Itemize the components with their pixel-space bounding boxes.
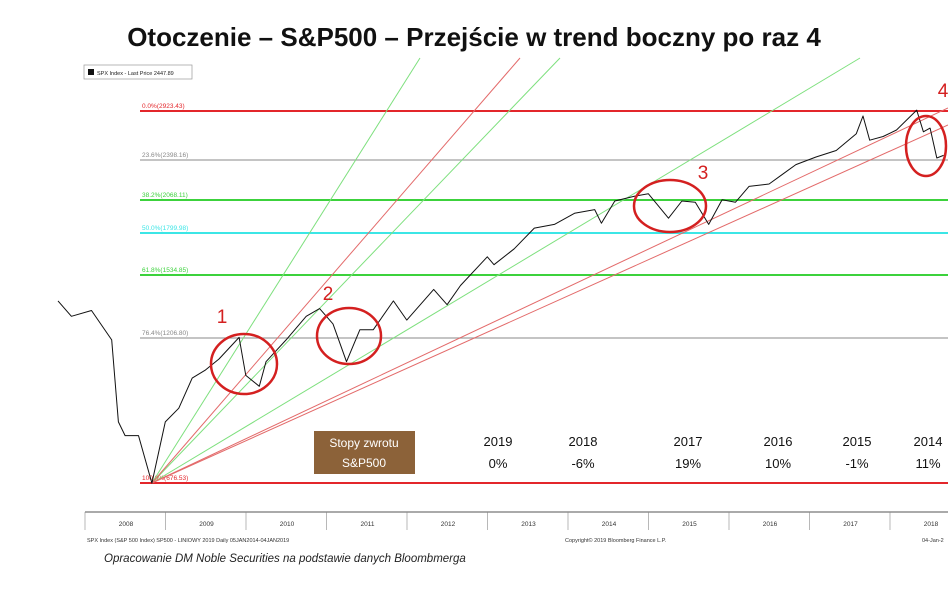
fan-line-red xyxy=(151,107,948,484)
x-tick-label: 2011 xyxy=(361,521,375,528)
annotation-label: 1 xyxy=(217,307,228,328)
x-tick-label: 2017 xyxy=(843,521,858,528)
fib-label: 23.6%(2398.16) xyxy=(142,152,188,159)
annotation-circle xyxy=(904,114,948,178)
x-tick-label: 2015 xyxy=(682,521,697,528)
footer-right: 04-Jan-2 xyxy=(922,538,944,544)
x-axis: 2008 2009 2010 2011 2012 2013 2014 2015 2016 2017… xyxy=(84,511,948,530)
fan-line-green xyxy=(151,57,421,484)
fibonacci-lines xyxy=(140,110,948,484)
returns-box-line2: S&P500 xyxy=(342,456,386,470)
footer-left: SPX Index (S&P 500 Index) SP500 - LINIOW… xyxy=(87,538,289,544)
x-tick-label: 2010 xyxy=(280,521,295,528)
legend-swatch xyxy=(88,69,94,75)
returns-year: 2014 xyxy=(914,434,943,449)
chart-title: Otoczenie – S&P500 – Przejście w trend b… xyxy=(127,22,821,52)
annotation-label: 2 xyxy=(323,284,334,305)
x-tick-label: 2016 xyxy=(763,521,778,528)
returns-year: 2016 xyxy=(764,434,793,449)
fib-label: 76.4%(1206.80) xyxy=(142,330,188,337)
annotation-labels: 1 2 3 4 xyxy=(217,81,948,328)
fib-label: 38.2%(2068.11) xyxy=(142,192,188,199)
x-tick-label: 2012 xyxy=(441,521,456,528)
annotation-circle xyxy=(315,306,383,366)
fan-line-red xyxy=(151,57,521,484)
annotation-circle xyxy=(632,178,708,234)
returns-year: 2017 xyxy=(674,434,703,449)
fan-line-green xyxy=(151,57,561,484)
footer-center: Copyright© 2019 Bloomberg Finance L.P. xyxy=(565,537,667,544)
annotation-label: 3 xyxy=(698,163,709,184)
x-tick-label: 2008 xyxy=(119,521,134,528)
fib-label: 100.0%(676.53) xyxy=(142,475,188,482)
x-tick-label: 2013 xyxy=(521,521,536,528)
returns-value: 19% xyxy=(675,456,701,471)
annotation-circles xyxy=(209,114,948,396)
returns-year: 2015 xyxy=(843,434,872,449)
returns-value: 10% xyxy=(765,456,791,471)
annual-returns-table: 2019 0% 2018 -6% 2017 19% 2016 10% 2015 -1% 2014 11… xyxy=(484,434,943,471)
returns-box-line1: Stopy zwrotu xyxy=(329,436,398,450)
fan-lines xyxy=(151,57,948,484)
annotation-circle xyxy=(209,332,279,396)
returns-box xyxy=(314,431,415,474)
price-series xyxy=(57,109,944,484)
fan-line-red xyxy=(151,124,948,484)
returns-value: -6% xyxy=(571,456,595,471)
x-tick-label: 2018 xyxy=(924,521,939,528)
price-line xyxy=(57,109,944,484)
legend: SPX Index - Last Price 2447.89 xyxy=(83,64,193,80)
returns-year: 2018 xyxy=(569,434,598,449)
returns-value: 11% xyxy=(915,456,940,471)
returns-year: 2019 xyxy=(484,434,513,449)
returns-value: -1% xyxy=(845,456,869,471)
fib-label: 50.0%(1799.98) xyxy=(142,225,188,232)
source-note: Opracowanie DM Noble Securities na podst… xyxy=(104,553,466,565)
x-tick-label: 2014 xyxy=(602,521,617,528)
fib-label: 0.0%(2923.43) xyxy=(142,103,185,110)
fibonacci-labels: 0.0%(2923.43) 23.6%(2398.16) 38.2%(2068.11… xyxy=(142,103,188,482)
fan-line-green xyxy=(151,57,861,484)
returns-value: 0% xyxy=(489,456,508,471)
x-tick-label: 2009 xyxy=(199,521,214,528)
legend-label: SPX Index - Last Price 2447.89 xyxy=(97,71,174,77)
fib-label: 61.8%(1534.85) xyxy=(142,267,188,274)
annotation-label: 4 xyxy=(938,81,948,102)
